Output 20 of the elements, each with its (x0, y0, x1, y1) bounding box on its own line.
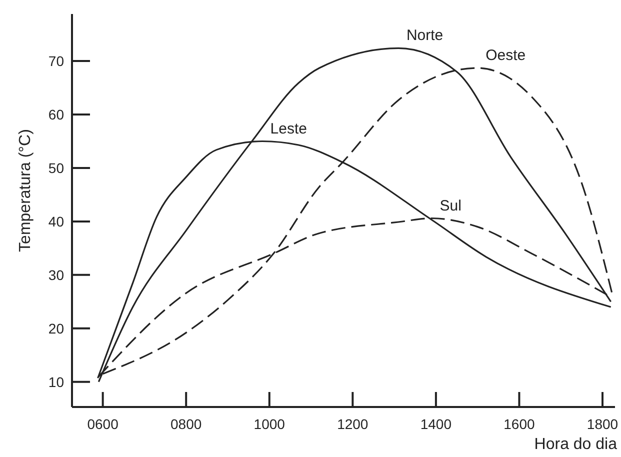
series-label: Norte (406, 27, 444, 44)
y-tick-label: 40 (48, 213, 64, 230)
x-tick-label: 0800 (170, 416, 202, 432)
series-label: Oeste (486, 47, 526, 64)
y-axis-title: Temperatura (°C) (17, 129, 34, 252)
series-label: Leste (270, 120, 308, 138)
y-tick-label: 10 (48, 374, 64, 390)
y-tick-label: 70 (48, 52, 64, 69)
x-tick-label: 1800 (586, 416, 618, 432)
y-tick-label: 20 (48, 320, 64, 336)
x-tick-label: 1400 (420, 416, 452, 432)
x-tick-label: 0600 (87, 416, 119, 432)
x-axis-title: Hora do dia (534, 436, 618, 453)
x-tick-label: 1000 (254, 416, 286, 432)
series-label: Sul (440, 197, 462, 214)
x-tick-label: 1200 (337, 416, 368, 432)
x-tick-label: 1600 (504, 416, 536, 432)
y-tick-label: 60 (48, 106, 64, 122)
y-tick-label: 50 (48, 160, 64, 176)
y-tick-label: 30 (48, 266, 64, 283)
